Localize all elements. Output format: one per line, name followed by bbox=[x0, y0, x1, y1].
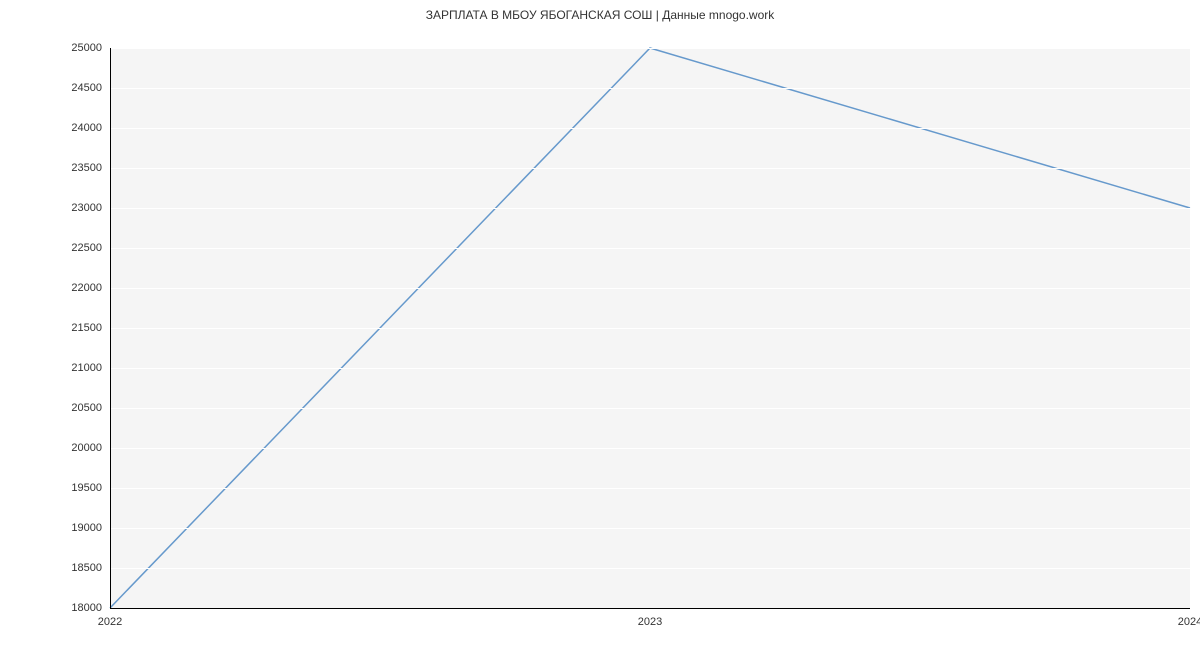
ytick-label: 21500 bbox=[71, 322, 102, 334]
gridline-h bbox=[110, 208, 1190, 209]
ytick-label: 23500 bbox=[71, 162, 102, 174]
gridline-h bbox=[110, 408, 1190, 409]
ytick-label: 20500 bbox=[71, 402, 102, 414]
ytick-label: 19000 bbox=[71, 522, 102, 534]
ytick-label: 24000 bbox=[71, 122, 102, 134]
ytick-label: 18000 bbox=[71, 602, 102, 614]
ytick-label: 19500 bbox=[71, 482, 102, 494]
chart-title: ЗАРПЛАТА В МБОУ ЯБОГАНСКАЯ СОШ | Данные … bbox=[0, 8, 1200, 22]
y-axis-line bbox=[110, 48, 111, 608]
xtick-label: 2024 bbox=[1178, 616, 1200, 628]
gridline-h bbox=[110, 248, 1190, 249]
gridline-h bbox=[110, 168, 1190, 169]
ytick-label: 18500 bbox=[71, 562, 102, 574]
gridline-h bbox=[110, 448, 1190, 449]
ytick-label: 23000 bbox=[71, 202, 102, 214]
ytick-label: 25000 bbox=[71, 42, 102, 54]
gridline-h bbox=[110, 328, 1190, 329]
xtick-label: 2022 bbox=[98, 616, 122, 628]
gridline-h bbox=[110, 488, 1190, 489]
gridline-h bbox=[110, 88, 1190, 89]
plot-area: 1800018500190001950020000205002100021500… bbox=[110, 48, 1190, 608]
ytick-label: 20000 bbox=[71, 442, 102, 454]
gridline-h bbox=[110, 528, 1190, 529]
gridline-h bbox=[110, 568, 1190, 569]
ytick-label: 21000 bbox=[71, 362, 102, 374]
gridline-h bbox=[110, 48, 1190, 49]
ytick-label: 24500 bbox=[71, 82, 102, 94]
ytick-label: 22500 bbox=[71, 242, 102, 254]
gridline-h bbox=[110, 128, 1190, 129]
gridline-h bbox=[110, 288, 1190, 289]
salary-line-chart: ЗАРПЛАТА В МБОУ ЯБОГАНСКАЯ СОШ | Данные … bbox=[0, 0, 1200, 650]
xtick-label: 2023 bbox=[638, 616, 662, 628]
ytick-label: 22000 bbox=[71, 282, 102, 294]
gridline-h bbox=[110, 368, 1190, 369]
x-axis-line bbox=[110, 608, 1190, 609]
